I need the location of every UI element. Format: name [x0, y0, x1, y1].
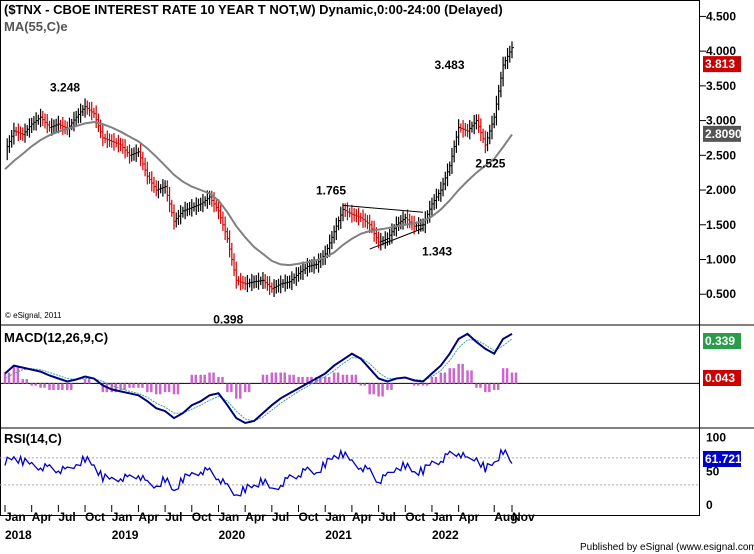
- price-ytick-label: 2.500: [706, 148, 736, 162]
- footer: Published by eSignal (www.esignal.com): [580, 542, 754, 553]
- x-axis: Jan Apr Jul Oct Jan Apr Jul Oct Jan Apr Jul Oct Jan A…: [4, 505, 535, 542]
- trendline-upper: [342, 204, 424, 213]
- macd-series: [0, 332, 700, 425]
- macd-line: [4, 332, 513, 425]
- macd-close-tag-bg: [703, 333, 741, 349]
- macd-hist-close-tag: 0.043: [705, 371, 735, 385]
- x-month-label: Oct: [85, 510, 105, 524]
- x-month-label: Apr: [459, 510, 480, 524]
- x-year-label: 2019: [112, 528, 139, 542]
- price-ytick-label: 4.000: [706, 44, 736, 58]
- x-month-label: Jan: [325, 510, 346, 524]
- close-tags: 3.813 2.80906 0.339 0.043 61.721: [703, 56, 749, 467]
- price-title: ($TNX - CBOE INTEREST RATE 10 YEAR T NOT…: [4, 2, 503, 17]
- price-series: [4, 41, 514, 297]
- chart-frame: [0, 0, 700, 516]
- x-month-label: Apr: [138, 510, 159, 524]
- x-month-label: Aug: [494, 510, 517, 524]
- ma-close-tag: 2.80906: [705, 127, 749, 141]
- rsi-series: [0, 447, 700, 497]
- x-year-label: 2018: [5, 528, 32, 542]
- price-close-tag-bg: [703, 56, 741, 73]
- annotation-label: 1.343: [422, 245, 452, 259]
- x-year-label: 2022: [432, 528, 459, 542]
- rsi-close-tag: 61.721: [705, 452, 742, 466]
- x-month-label: Nov: [512, 510, 535, 524]
- x-month-label: Oct: [405, 510, 425, 524]
- rsi-title: RSI(14,C): [4, 431, 62, 446]
- trendline-lower: [369, 227, 424, 250]
- price-ytick-label: 2.000: [706, 183, 736, 197]
- price-ytick-label: 4.500: [706, 9, 736, 23]
- macd-close-tag: 0.339: [705, 334, 735, 348]
- x-month-label: Apr: [245, 510, 266, 524]
- annotation-label: 3.483: [435, 58, 465, 72]
- y-axis: 4.500 4.000 3.500 3.000 2.500 2.000 1.500 1.000…: [700, 9, 736, 512]
- x-month-label: Oct: [192, 510, 212, 524]
- macd-title: MACD(12,26,9,C): [4, 330, 108, 345]
- x-month-label: Apr: [32, 510, 53, 524]
- x-month-label: Jan: [5, 510, 26, 524]
- price-ytick-label: 1.000: [706, 252, 736, 266]
- rsi-ytick-label: 50: [706, 464, 720, 478]
- x-month-label: Apr: [352, 510, 373, 524]
- annotation-label: 1.765: [316, 183, 346, 197]
- price-ytick-label: 0.500: [706, 287, 736, 301]
- x-month-label: Jul: [379, 510, 396, 524]
- rsi-ytick-label: 0: [706, 498, 713, 512]
- x-month-label: Jan: [432, 510, 453, 524]
- watermark: © eSignal, 2011: [5, 311, 62, 320]
- x-year-label: 2021: [325, 528, 352, 542]
- price-ytick-label: 1.500: [706, 218, 736, 232]
- rsi-line: [4, 447, 513, 497]
- annotation-label: 2.525: [475, 157, 505, 171]
- x-month-label: Jul: [272, 510, 289, 524]
- x-year-label: 2020: [218, 528, 245, 542]
- ma-label: MA(55,C)e: [4, 19, 68, 34]
- annotation-label: 3.248: [50, 80, 80, 94]
- x-month-label: Oct: [299, 510, 319, 524]
- x-month-label: Jul: [165, 510, 182, 524]
- rsi-close-tag-bg: [703, 451, 741, 467]
- ma-line: [4, 120, 513, 267]
- macd-hist-close-tag-bg: [703, 370, 741, 386]
- annotations: 3.248 0.398 1.765 1.343 3.483 2.525: [50, 58, 506, 326]
- ma-close-tag-bg: [703, 125, 741, 142]
- x-month-label: Jan: [218, 510, 239, 524]
- price-ytick-label: 3.500: [706, 79, 736, 93]
- rsi-ytick-label: 100: [706, 431, 726, 445]
- x-month-label: Jul: [58, 510, 75, 524]
- price-close-tag: 3.813: [705, 57, 735, 71]
- x-month-label: Jan: [112, 510, 133, 524]
- annotation-label: 0.398: [213, 312, 243, 326]
- price-ytick-label: 3.000: [706, 114, 736, 128]
